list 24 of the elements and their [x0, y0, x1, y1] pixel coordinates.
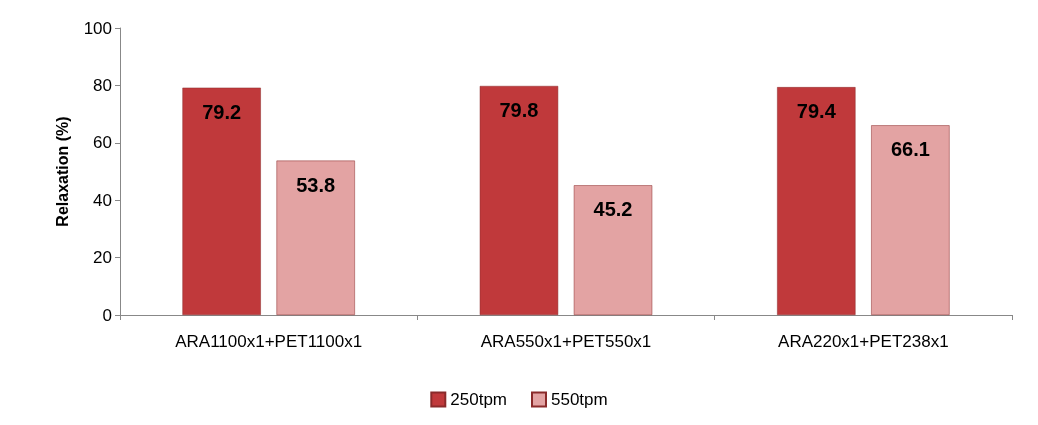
data-label: 79.4 [796, 100, 837, 123]
bar [479, 85, 559, 315]
y-tick-label: 40 [93, 190, 112, 210]
y-tick-label: 60 [93, 133, 112, 153]
data-label: 53.8 [296, 173, 336, 196]
y-tick-label: 0 [102, 305, 112, 325]
y-tick-label: 100 [83, 18, 112, 38]
legend-label: 550tpm [551, 390, 608, 409]
bar [777, 87, 856, 315]
x-tick-label: ARA550x1+PET550x1 [480, 332, 652, 351]
x-tick-label: ARA1100x1+PET1100x1 [175, 332, 363, 351]
bar [276, 160, 355, 315]
y-tick-label: 20 [93, 248, 112, 268]
data-label: 79.2 [202, 100, 242, 123]
data-label: 45.2 [593, 198, 633, 221]
bar [182, 87, 261, 315]
x-tick-label: ARA220x1+PET238x1 [778, 332, 949, 351]
y-axis-title: Relaxation (%) [53, 116, 71, 227]
legend-label: 250tpm [450, 390, 507, 409]
y-tick-label: 80 [93, 75, 112, 95]
data-label: 79.8 [499, 98, 539, 121]
data-label: 66.1 [890, 138, 930, 161]
bar [573, 185, 653, 315]
bar [871, 125, 950, 315]
